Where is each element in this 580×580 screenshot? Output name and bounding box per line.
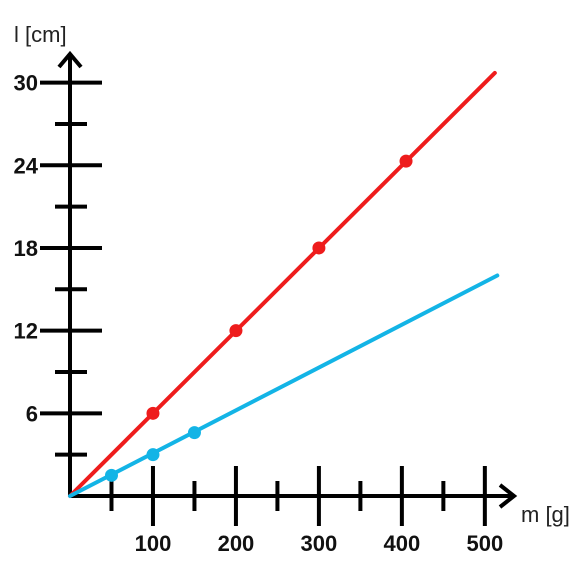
series-line: [68, 273, 500, 498]
x-tick-label: 500: [466, 531, 503, 556]
y-tick-label: 12: [14, 319, 38, 344]
x-tick-label: 300: [301, 531, 338, 556]
data-point: [312, 241, 326, 255]
series-1: [68, 70, 497, 498]
axes-group: 100 200 300 400 500 6 12 18 24 30: [14, 50, 518, 556]
series-line: [68, 70, 497, 498]
y-axis-arrow: [57, 50, 83, 69]
data-point: [146, 448, 160, 462]
x-tick-label: 400: [384, 531, 421, 556]
x-axis-label: m [g]: [521, 502, 570, 527]
data-point: [229, 324, 243, 338]
y-tick-label: 24: [14, 153, 39, 178]
series-group: [68, 70, 500, 498]
y-tick-label: 30: [14, 71, 38, 96]
x-axis-arrow: [498, 483, 518, 509]
series-2: [68, 273, 500, 498]
data-point: [187, 426, 201, 440]
data-point: [104, 468, 118, 482]
data-point: [146, 406, 160, 420]
x-tick-label: 100: [135, 531, 172, 556]
data-point: [399, 154, 413, 168]
y-tick-label: 18: [14, 236, 38, 261]
y-axis-label: l [cm]: [14, 22, 67, 47]
x-tick-label: 200: [218, 531, 255, 556]
y-tick-label: 6: [26, 401, 38, 426]
